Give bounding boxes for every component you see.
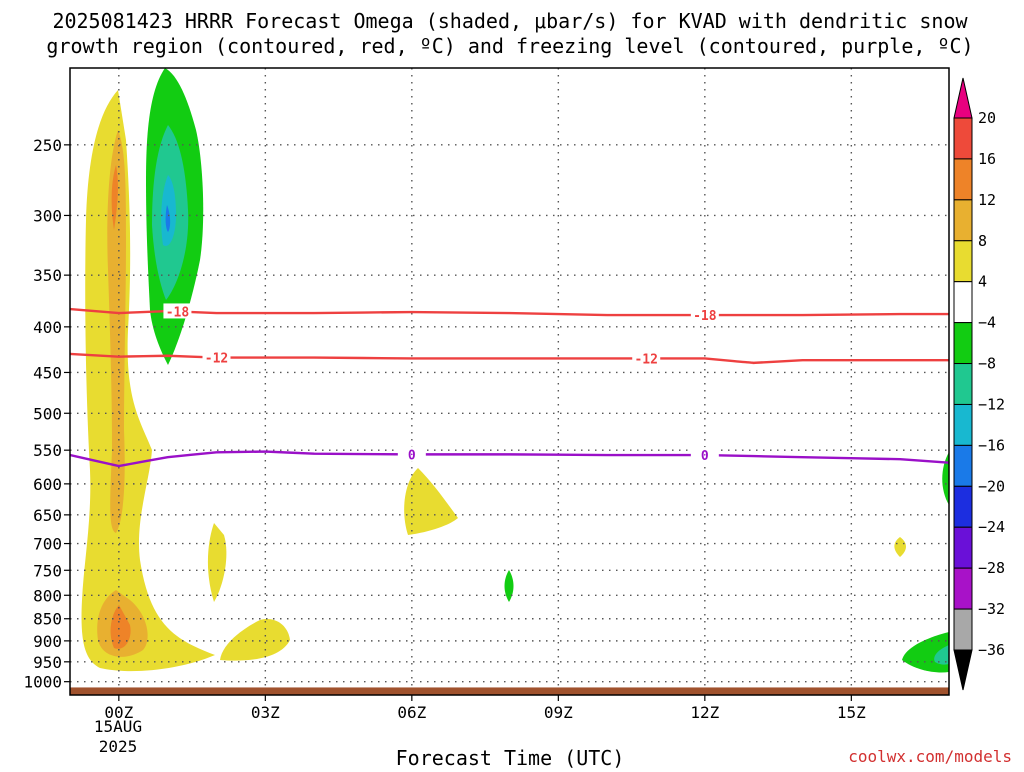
colorbar-bin-9 bbox=[953, 444, 973, 487]
contour-line-0 bbox=[70, 307, 949, 317]
omega-fill-teal-blob-17z-low bbox=[934, 645, 949, 665]
y-tick-label-900: 900 bbox=[33, 632, 62, 651]
colorbar: 20 16 12 8 4 −4 −8 −12 −16 −20 −24 −28 −32 −36 bbox=[953, 77, 1005, 691]
omega-fill-yellow-blob-06z bbox=[404, 468, 458, 535]
colorbar-label-2: 12 bbox=[978, 191, 996, 209]
omega-fill-green-blob-08z bbox=[504, 570, 514, 602]
y-tick-label-750: 750 bbox=[33, 561, 62, 580]
colorbar-bin-4 bbox=[953, 240, 973, 283]
x-tick-label-06Z: 06Z bbox=[397, 703, 426, 722]
colorbar-label-4: 4 bbox=[978, 273, 987, 291]
colorbar-bin-6 bbox=[953, 322, 973, 365]
y-tick-label-300: 300 bbox=[33, 206, 62, 225]
colorbar-bin-7 bbox=[953, 363, 973, 405]
colorbar-label-5: −4 bbox=[978, 314, 996, 332]
colorbar-label-8: −16 bbox=[978, 436, 1005, 454]
omega-fill-yellow-blob-0330z bbox=[220, 619, 290, 661]
y-tick-label-1000: 1000 bbox=[23, 673, 62, 692]
y-tick-label-550: 550 bbox=[33, 441, 62, 460]
ground-surface bbox=[70, 687, 949, 695]
contour-label-1-1: -12 bbox=[634, 352, 657, 367]
colorbar-bin-3 bbox=[953, 199, 973, 242]
omega-fill-blue bbox=[165, 205, 171, 232]
contour-label-0-0: -18 bbox=[166, 305, 190, 320]
colorbar-label-10: −24 bbox=[978, 518, 1005, 536]
x-tick-label-09Z: 09Z bbox=[544, 703, 573, 722]
colorbar-label-1: 16 bbox=[978, 150, 996, 168]
colorbar-label-13: −36 bbox=[978, 641, 1005, 659]
colorbar-bin-11 bbox=[953, 526, 973, 569]
footer-credit: coolwx.com/models bbox=[848, 747, 1012, 766]
x-tick-label-15Z: 15Z bbox=[837, 703, 866, 722]
colorbar-bin-10 bbox=[953, 485, 973, 528]
colorbar-bin-8 bbox=[953, 403, 973, 446]
x-date-line-1: 15AUG bbox=[94, 717, 142, 736]
x-tick-label-00Z: 00Z bbox=[104, 703, 133, 722]
colorbar-extension-bottom bbox=[953, 649, 973, 691]
y-tick-label-600: 600 bbox=[33, 475, 62, 494]
contour-label-bg-1-1 bbox=[632, 350, 661, 366]
y-axis-ticks: 250 300 350 400 450 500 550 600 650 700 750 800 850 9… bbox=[23, 136, 70, 692]
colorbar-label-0: 20 bbox=[978, 109, 996, 127]
omega-fill-yellow-blob-02z bbox=[207, 523, 227, 602]
contour-label-2-1: 0 bbox=[701, 449, 709, 464]
y-tick-label-800: 800 bbox=[33, 586, 62, 605]
colorbar-bin-2 bbox=[953, 158, 973, 201]
y-tick-label-350: 350 bbox=[33, 266, 62, 285]
x-tick-label-03Z: 03Z bbox=[251, 703, 280, 722]
contour-line-2 bbox=[70, 450, 949, 468]
colorbar-label-12: −32 bbox=[978, 600, 1005, 618]
contour-label-bg-0-0 bbox=[163, 303, 192, 319]
x-axis-label: Forecast Time (UTC) bbox=[396, 746, 625, 768]
y-tick-label-850: 850 bbox=[33, 610, 62, 629]
contour-label-bg-0-1 bbox=[690, 307, 719, 323]
contour-label-2-0: 0 bbox=[408, 448, 416, 463]
omega-fill-orange-upper bbox=[111, 165, 118, 230]
y-tick-label-950: 950 bbox=[33, 653, 62, 672]
colorbar-label-3: 8 bbox=[978, 232, 987, 250]
contour-label-0-1: -18 bbox=[693, 309, 717, 324]
colorbar-bin-5 bbox=[953, 281, 973, 324]
y-tick-label-650: 650 bbox=[33, 506, 62, 525]
omega-fill-yellow-blob-16z bbox=[894, 537, 906, 557]
chart-title-line-2: growth region (contoured, red, ºC) and f… bbox=[46, 34, 973, 58]
x-tick-label-12Z: 12Z bbox=[690, 703, 719, 722]
colorbar-bin-12 bbox=[953, 567, 973, 610]
contour-line-1 bbox=[70, 352, 949, 365]
contour-label-1-0: -12 bbox=[205, 352, 228, 367]
colorbar-label-7: −12 bbox=[978, 395, 1005, 413]
y-tick-label-700: 700 bbox=[33, 535, 62, 554]
x-axis-ticks: 00Z 03Z 06Z 09Z 12Z 15Z bbox=[104, 695, 866, 722]
contour-label-bg-1-0 bbox=[202, 349, 231, 365]
colorbar-label-6: −8 bbox=[978, 355, 996, 373]
contour-label-bg-2-1 bbox=[690, 447, 719, 463]
colorbar-extension-top bbox=[953, 77, 973, 119]
y-tick-label-450: 450 bbox=[33, 363, 62, 382]
plot-frame bbox=[69, 67, 950, 696]
omega-fill-gold-upper bbox=[107, 130, 126, 533]
colorbar-bin-13 bbox=[953, 608, 973, 651]
x-date-line-2: 2025 bbox=[99, 737, 138, 756]
y-tick-label-250: 250 bbox=[33, 136, 62, 155]
chart-title-line-1: 2025081423 HRRR Forecast Omega (shaded, … bbox=[52, 9, 968, 33]
y-tick-label-500: 500 bbox=[33, 404, 62, 423]
y-tick-label-400: 400 bbox=[33, 318, 62, 337]
contour-lines: -18 -18 -12 -12 0 0 bbox=[70, 303, 949, 468]
colorbar-label-9: −20 bbox=[978, 477, 1005, 495]
omega-shaded-regions bbox=[81, 68, 949, 673]
colorbar-label-11: −28 bbox=[978, 559, 1005, 577]
omega-fill-orange-lower bbox=[110, 605, 131, 649]
colorbar-bin-1 bbox=[953, 117, 973, 160]
omega-fill-green-blob-17z-mid bbox=[942, 452, 949, 505]
contour-label-bg-2-0 bbox=[397, 446, 426, 462]
